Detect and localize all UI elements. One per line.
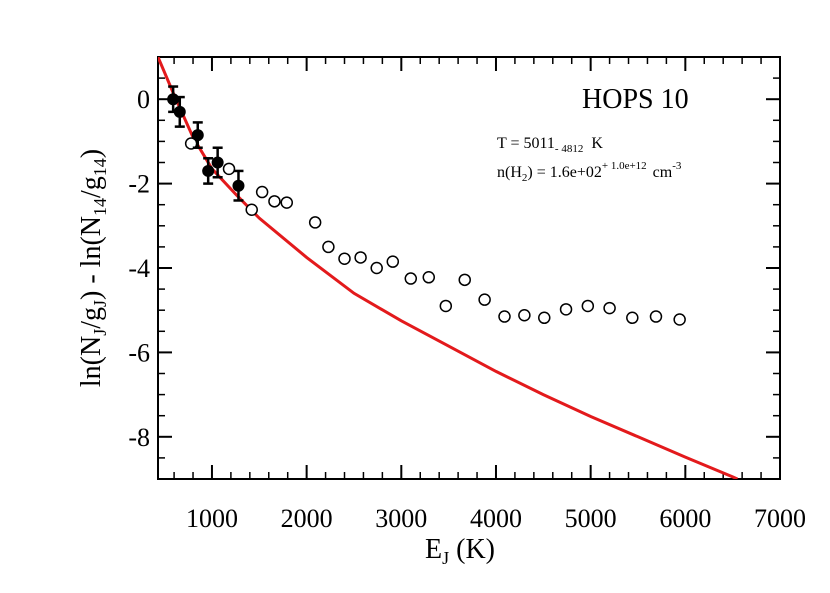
x-label-tail: (K) <box>449 534 495 565</box>
open-data-point <box>322 240 335 254</box>
filled-data-point <box>202 164 215 177</box>
open-data-point <box>370 261 383 275</box>
chart-title: HOPS 10 <box>582 84 689 115</box>
open-data-point <box>478 293 491 306</box>
density-unit: cm <box>653 164 673 181</box>
y-tick-label: -4 <box>128 254 150 283</box>
plot-frame <box>157 56 781 480</box>
open-data-point <box>673 313 686 326</box>
open-data-point <box>280 196 294 209</box>
y-tick-labels: 0 -2 -4 -6 -8 <box>128 85 150 452</box>
x-tick-label: 3000 <box>375 504 427 533</box>
filled-data-point <box>167 93 180 106</box>
temperature-annotation: T = 5011- 4812 K <box>497 135 603 155</box>
y-label-s2: J <box>90 300 110 307</box>
open-data-point <box>538 311 551 325</box>
open-data-point <box>255 185 269 199</box>
density-unit-sup: -3 <box>672 160 682 172</box>
tick-marks <box>158 57 781 479</box>
y-axis-label: ln(NJ/gJ) - ln(N14/g14) <box>76 149 110 387</box>
open-data-point <box>308 216 322 229</box>
open-data-point <box>354 251 367 264</box>
y-label-p1: ln(N <box>76 336 107 387</box>
y-tick-label: -8 <box>128 423 150 452</box>
open-data-point <box>386 255 400 268</box>
x-tick-label: 2000 <box>281 504 333 533</box>
temperature-unit: K <box>591 135 603 152</box>
filled-data-points <box>167 85 245 202</box>
open-data-point <box>338 252 351 265</box>
open-data-point <box>559 303 573 316</box>
open-data-point <box>518 309 531 322</box>
x-label-sub: J <box>442 548 449 568</box>
filled-data-point <box>173 105 186 118</box>
x-tick-label: 5000 <box>565 504 617 533</box>
x-tick-label: 1000 <box>186 504 238 533</box>
open-data-point <box>404 272 418 285</box>
density-annotation: n(H2) = 1.6e+02+ 1.0e+12 cm-3 <box>497 160 682 184</box>
filled-data-point <box>211 156 224 169</box>
y-label-p4: /g <box>76 176 107 198</box>
fit-curve-line <box>158 57 739 479</box>
open-data-point <box>422 271 436 284</box>
x-tick-label: 6000 <box>659 504 711 533</box>
open-data-point <box>603 301 616 315</box>
x-label-main: E <box>425 534 442 565</box>
open-data-point <box>439 299 453 313</box>
x-tick-label: 7000 <box>754 504 806 533</box>
fit-curve <box>158 57 739 479</box>
density-mid: ) = 1.6e+02 <box>527 164 601 181</box>
y-label-p5: ) <box>76 149 107 158</box>
y-label-s4: 14 <box>90 158 110 176</box>
y-tick-label: -6 <box>128 338 150 367</box>
open-data-point <box>626 311 639 325</box>
y-label-s3: 14 <box>90 198 110 216</box>
open-data-point <box>649 310 663 323</box>
density-prefix-sub: 2 <box>522 172 528 184</box>
density-prefix: n(H <box>497 164 522 181</box>
y-tick-label: -2 <box>128 170 150 199</box>
y-label-p2: /g <box>76 307 107 329</box>
x-tick-labels: 1000 2000 3000 4000 5000 6000 7000 <box>186 504 806 533</box>
y-label-s1: J <box>90 329 110 336</box>
open-data-point <box>498 310 511 323</box>
temperature-prefix: T = 5011 <box>497 135 555 152</box>
temperature-sub: - 4812 <box>555 143 583 155</box>
x-axis-label: EJ (K) <box>425 534 495 568</box>
y-label-p3: ) - ln(N <box>76 216 107 300</box>
filled-data-point <box>232 179 245 192</box>
density-sup: + 1.0e+12 <box>602 160 647 172</box>
filled-data-point <box>191 129 204 142</box>
open-data-point <box>222 162 236 176</box>
open-data-point <box>458 273 471 287</box>
x-tick-label: 4000 <box>470 504 522 533</box>
open-data-point <box>245 203 258 217</box>
y-tick-label: 0 <box>137 85 150 114</box>
open-data-point <box>581 299 595 313</box>
open-data-points <box>184 137 686 326</box>
open-data-point <box>268 195 281 208</box>
